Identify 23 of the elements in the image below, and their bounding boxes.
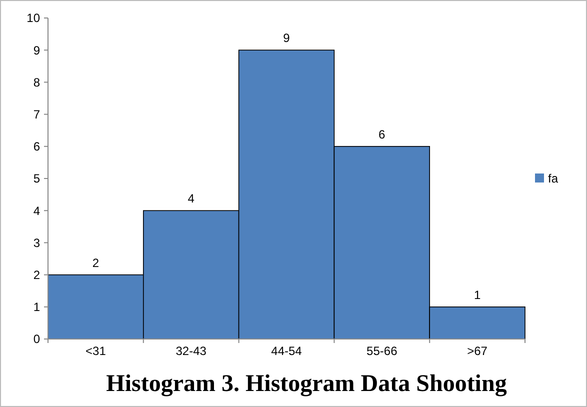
legend-label: fa bbox=[548, 172, 558, 186]
data-label: 1 bbox=[474, 288, 481, 302]
y-tick-label: 3 bbox=[33, 236, 40, 250]
x-tick-label: 55-66 bbox=[366, 344, 398, 358]
y-tick-label: 4 bbox=[33, 204, 40, 218]
y-tick-label: 7 bbox=[33, 108, 40, 122]
x-tick-label: >67 bbox=[467, 344, 488, 358]
y-tick-label: 0 bbox=[33, 332, 40, 346]
data-label: 2 bbox=[92, 256, 100, 270]
y-tick-label: 8 bbox=[33, 75, 40, 90]
y-tick-label: 10 bbox=[26, 11, 40, 26]
y-tick-label: 2 bbox=[33, 268, 40, 282]
x-tick-label: <31 bbox=[86, 344, 106, 358]
data-label: 6 bbox=[378, 127, 386, 142]
data-label: 9 bbox=[283, 31, 290, 46]
y-tick-label: 6 bbox=[33, 140, 40, 154]
x-tick-label: 44-54 bbox=[271, 344, 302, 358]
y-tick-label: 9 bbox=[33, 43, 40, 58]
data-label: 4 bbox=[188, 192, 195, 206]
x-tick-label: 32-43 bbox=[176, 344, 207, 358]
text: Histogram 3. Histogram Data Shooting bbox=[106, 371, 507, 397]
y-tick-label: 5 bbox=[33, 172, 40, 186]
y-tick-label: 1 bbox=[33, 300, 40, 314]
